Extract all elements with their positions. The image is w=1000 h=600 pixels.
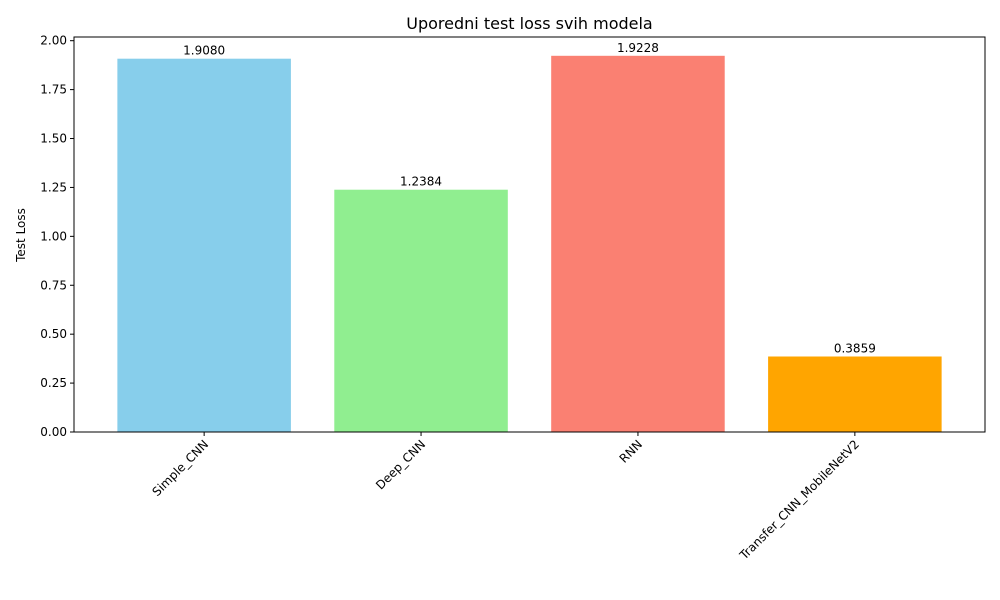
y-axis-ticks: 0.00 0.25 0.50 0.75 1.00 1.25 1.50 1.75 2.00	[40, 34, 74, 439]
y-tick-label: 1.75	[40, 83, 67, 97]
x-tick-label: Simple_CNN	[150, 437, 212, 499]
x-axis-ticks: Simple_CNN Deep_CNN RNN Transfer_CNN_Mobile…	[150, 432, 862, 563]
y-tick-label: 0.50	[40, 327, 67, 341]
data-label: 1.9080	[183, 44, 225, 58]
y-tick-label: 0.00	[40, 425, 67, 439]
data-labels-layer: 1.9080 1.2384 1.9228 0.3859	[183, 41, 876, 356]
y-tick-label: 2.00	[40, 34, 67, 48]
data-label: 1.2384	[400, 175, 442, 189]
y-axis-label: Test Loss	[14, 208, 28, 263]
chart-title: Uporedni test loss svih modela	[406, 14, 652, 33]
bars-layer	[117, 55, 942, 433]
y-tick-label: 1.00	[40, 229, 67, 243]
y-tick-label: 0.25	[40, 376, 67, 390]
bar-deep-cnn	[334, 189, 508, 432]
plot-frame	[73, 36, 986, 433]
bar-simple-cnn	[117, 58, 291, 433]
y-tick-label: 1.50	[40, 132, 67, 146]
x-tick-label: RNN	[617, 437, 645, 465]
x-tick-label: Deep_CNN	[373, 437, 428, 492]
bar-transfer-cnn-mobilenetv2	[768, 356, 942, 432]
x-tick-label: Transfer_CNN_MobileNetV2	[736, 437, 862, 563]
bar-rnn	[551, 55, 725, 433]
y-tick-label: 1.25	[40, 180, 67, 194]
data-label: 1.9228	[617, 41, 659, 55]
data-label: 0.3859	[834, 341, 876, 355]
y-tick-label: 0.75	[40, 278, 67, 292]
